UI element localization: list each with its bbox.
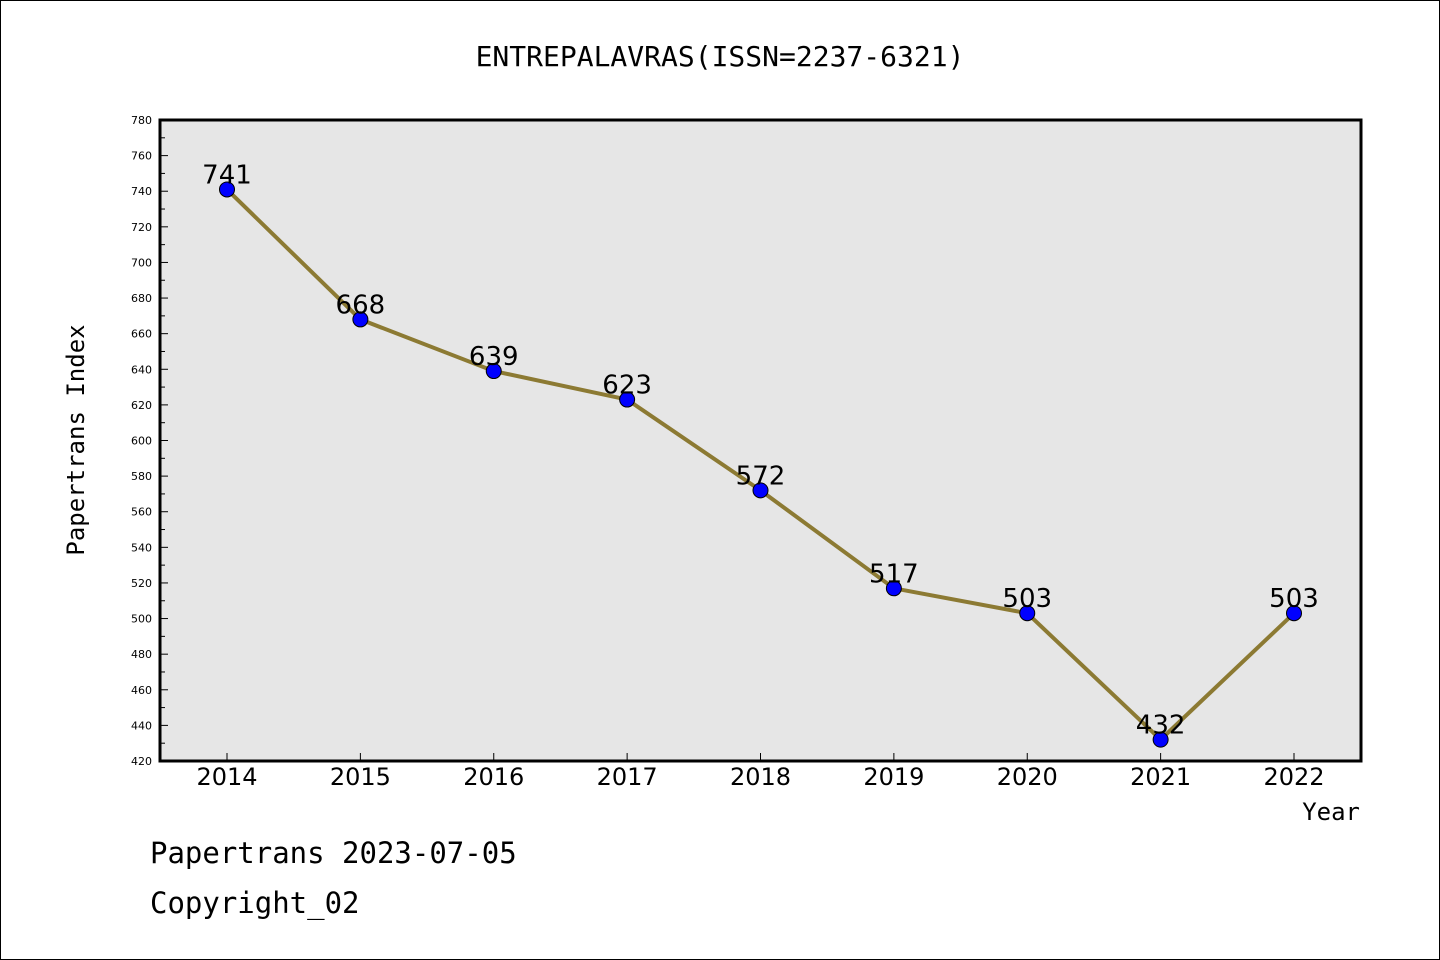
y-tick-label: 520 — [131, 577, 152, 590]
y-tick-label: 720 — [131, 221, 152, 234]
x-tick-label: 2021 — [1130, 763, 1191, 791]
x-tick-label: 2014 — [196, 763, 257, 791]
y-tick-label: 460 — [131, 684, 152, 697]
x-tick-label: 2017 — [597, 763, 658, 791]
y-tick-label: 700 — [131, 256, 152, 269]
y-tick-label: 480 — [131, 648, 152, 661]
x-tick-label: 2015 — [330, 763, 391, 791]
x-tick-label: 2022 — [1263, 763, 1324, 791]
data-label: 668 — [336, 290, 386, 320]
data-point — [1019, 605, 1036, 622]
x-axis-label: Year — [1302, 798, 1360, 826]
y-tick-label: 420 — [131, 755, 152, 768]
y-axis-label: Papertrans Index — [62, 324, 90, 555]
x-tick-label: 2018 — [730, 763, 791, 791]
data-label: 503 — [1269, 584, 1319, 614]
data-point — [752, 482, 769, 499]
x-axis: 2014 2015 2016 2017 2018 2019 2020 2021 2022 — [196, 753, 1325, 791]
data-label: 623 — [602, 371, 652, 401]
series-line — [219, 181, 1302, 748]
x-tick-label: 2020 — [997, 763, 1058, 791]
data-label: 572 — [736, 461, 786, 491]
y-tick-label: 740 — [131, 185, 152, 198]
x-tick-label: 2019 — [863, 763, 924, 791]
x-tick-label: 2016 — [463, 763, 524, 791]
y-tick-label: 560 — [131, 506, 152, 519]
plot-area — [158, 118, 1363, 763]
data-point — [619, 391, 636, 408]
data-point — [352, 311, 369, 328]
y-tick-label: 580 — [131, 470, 152, 483]
y-tick-label: 640 — [131, 363, 152, 376]
y-tick-label: 760 — [131, 150, 152, 163]
y-tick-label: 780 — [131, 114, 152, 127]
data-point — [485, 363, 502, 380]
data-label: 432 — [1136, 711, 1186, 741]
y-tick-label: 680 — [131, 292, 152, 305]
y-axis: 420 440 460 480 500 520 540 560 580 600 620 640 660 6… — [131, 114, 168, 768]
data-label: 517 — [869, 559, 919, 589]
data-label: 741 — [202, 160, 252, 190]
data-point — [219, 181, 235, 198]
data-label: 639 — [469, 342, 519, 372]
data-point — [1286, 605, 1302, 622]
y-tick-label: 620 — [131, 399, 152, 412]
y-tick-label: 500 — [131, 613, 152, 626]
footer-date: Papertrans 2023-07-05 — [150, 836, 517, 870]
y-tick-label: 540 — [131, 541, 152, 554]
data-point — [1152, 731, 1169, 748]
y-tick-label: 660 — [131, 328, 152, 341]
footer-copyright: Copyright_02 — [150, 886, 360, 920]
data-labels: 741 668 639 623 572 517 503 432 503 — [202, 160, 1319, 740]
data-point — [885, 580, 902, 597]
data-label: 503 — [1002, 584, 1052, 614]
y-tick-label: 600 — [131, 435, 152, 448]
chart-title: ENTREPALAVRAS(ISSN=2237-6321) — [476, 40, 965, 73]
y-tick-label: 440 — [131, 719, 152, 732]
